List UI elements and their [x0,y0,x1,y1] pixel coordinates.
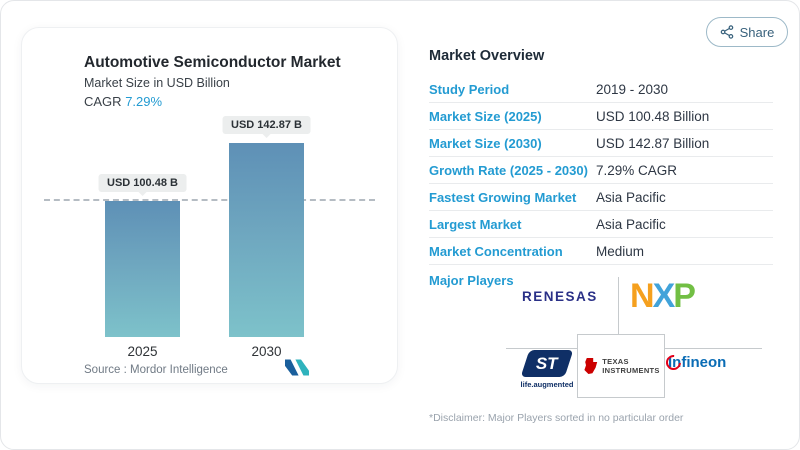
bar-2030: USD 142.87 B 2030 [222,116,311,359]
logo-divider-horizontal-left [506,348,577,349]
share-icon [720,25,733,39]
cagr-value: 7.29% [125,94,163,109]
table-row: Market Size (2030) USD 142.87 Billion [429,130,773,157]
major-players-logos: RENESAS NXP Texas Instruments ST life.au… [506,274,772,401]
overview-heading: Market Overview [429,48,545,64]
row-value: USD 142.87 Billion [596,135,710,151]
row-label: Fastest Growing Market [429,189,577,205]
row-label: Market Size (2030) [429,135,542,151]
major-players-label: Major Players [429,273,514,288]
table-row: Fastest Growing Market Asia Pacific [429,184,773,211]
share-button[interactable]: Share [706,17,788,47]
bar-2025: USD 100.48 B 2025 [98,174,187,359]
table-row: Largest Market Asia Pacific [429,211,773,238]
nxp-logo: NXP [630,277,696,315]
row-value: Asia Pacific [596,216,666,232]
infineon-logo: Infineon [662,351,726,374]
row-value: USD 100.48 Billion [596,108,710,124]
st-microelectronics-logo: ST life.augmented [519,350,575,389]
logo-divider-horizontal-right [665,348,762,349]
row-label: Largest Market [429,216,522,232]
source-label: Source : [84,364,127,376]
source-attribution: Source : Mordor Intelligence [84,364,228,376]
ti-texas-icon [584,358,598,374]
chart-card: Automotive Semiconductor Market Market S… [21,27,398,384]
renesas-logo: RENESAS [522,289,598,304]
share-label: Share [739,24,775,40]
table-row: Study Period 2019 - 2030 [429,76,773,103]
disclaimer-text: *Disclaimer: Major Players sorted in no … [429,412,684,424]
cagr-label: CAGR [84,94,122,109]
row-label: Growth Rate (2025 - 2030) [429,162,588,178]
reference-dashed-line [44,199,375,201]
st-tagline: life.augmented [520,380,574,389]
bar-category-2030: 2030 [251,344,282,359]
st-shape: ST [520,350,574,377]
chart-subtitle: Market Size in USD Billion [84,76,230,90]
chart-cagr: CAGR 7.29% [84,94,162,109]
row-label: Study Period [429,81,510,97]
table-row: Market Concentration Medium [429,238,773,265]
logo-divider-vertical [618,277,619,334]
mordor-intelligence-logo-icon [285,359,309,376]
row-value: 7.29% CAGR [596,162,678,178]
overview-table: Study Period 2019 - 2030 Market Size (20… [429,76,773,265]
source-value: Mordor Intelligence [130,364,228,376]
row-label: Market Concentration [429,243,563,259]
table-row: Growth Rate (2025 - 2030) 7.29% CAGR [429,157,773,184]
texas-instruments-logo: Texas Instruments [577,334,665,398]
row-value: 2019 - 2030 [596,81,669,97]
row-label: Market Size (2025) [429,108,542,124]
bar-chart: USD 100.48 B 2025 USD 142.87 B 2030 [22,116,397,359]
table-row: Market Size (2025) USD 100.48 Billion [429,103,773,130]
row-value: Asia Pacific [596,189,666,205]
chart-title: Automotive Semiconductor Market [84,54,341,71]
row-value: Medium [596,243,645,259]
bar-value-label-2030: USD 142.87 B [222,116,311,134]
bar-category-2025: 2025 [127,344,158,359]
bar-value-label-2025: USD 100.48 B [98,174,187,192]
